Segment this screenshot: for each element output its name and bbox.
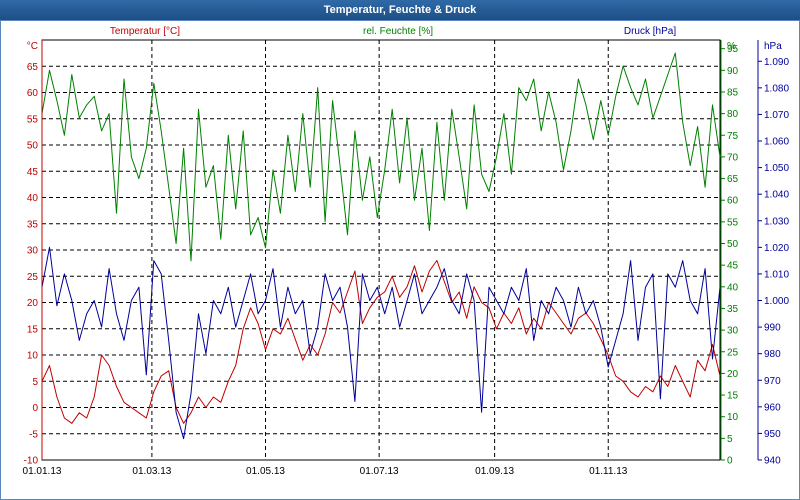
- humidity-tick-label: 40: [727, 282, 739, 293]
- temperature-unit-label: °C: [27, 41, 38, 52]
- temperature-tick-label: -10: [24, 456, 39, 467]
- x-tick-label: 01.09.13: [475, 466, 514, 477]
- series-line-temperature: [41, 260, 721, 424]
- temperature-tick-label: 55: [27, 114, 39, 125]
- humidity-tick-label: 30: [727, 326, 739, 337]
- pressure-tick-label: 940: [764, 456, 781, 467]
- humidity-tick-label: 70: [727, 152, 739, 163]
- legend-temperature: Temperatur [°C]: [110, 26, 180, 37]
- series-group: [41, 52, 721, 440]
- x-tick-label: 01.05.13: [246, 466, 285, 477]
- temperature-tick-label: 45: [27, 167, 39, 178]
- humidity-tick-label: 5: [727, 434, 733, 445]
- humidity-tick-label: 15: [727, 391, 739, 402]
- temperature-tick-label: 0: [32, 403, 38, 414]
- pressure-tick-label: 1.030: [764, 216, 789, 227]
- x-tick-label: 01.07.13: [360, 466, 399, 477]
- pressure-tick-label: 1.040: [764, 190, 789, 201]
- humidity-tick-label: 45: [727, 261, 739, 272]
- pressure-tick-label: 1.020: [764, 243, 789, 254]
- temperature-tick-label: 25: [27, 272, 39, 283]
- temperature-tick-label: -5: [29, 429, 38, 440]
- humidity-tick-label: 90: [727, 66, 739, 77]
- pressure-tick-label: 1.000: [764, 296, 789, 307]
- temperature-tick-label: 65: [27, 62, 39, 73]
- temperature-tick-label: 20: [27, 298, 39, 309]
- temperature-tick-label: 35: [27, 219, 39, 230]
- temperature-tick-label: 5: [32, 377, 38, 388]
- pressure-tick-label: 950: [764, 429, 781, 440]
- pressure-tick-label: 970: [764, 376, 781, 387]
- temperature-tick-label: 15: [27, 324, 39, 335]
- pressure-tick-label: 960: [764, 402, 781, 413]
- pressure-tick-label: 990: [764, 323, 781, 334]
- humidity-tick-label: 0: [727, 456, 733, 467]
- legend-humidity: rel. Feuchte [%]: [363, 26, 433, 37]
- x-tick-label: 01.01.13: [23, 466, 62, 477]
- temperature-tick-label: 40: [27, 193, 39, 204]
- x-tick-label: 01.11.13: [589, 466, 628, 477]
- temperature-tick-label: 60: [27, 88, 39, 99]
- humidity-tick-label: 60: [727, 196, 739, 207]
- temperature-tick-label: 50: [27, 141, 39, 152]
- humidity-tick-label: 75: [727, 131, 739, 142]
- humidity-tick-label: 20: [727, 369, 739, 380]
- window-title: Temperatur, Feuchte & Druck: [0, 0, 800, 20]
- humidity-tick-label: 10: [727, 412, 739, 423]
- pressure-tick-label: 1.010: [764, 269, 789, 280]
- series-line-pressure: [41, 246, 721, 440]
- temperature-tick-label: 10: [27, 351, 39, 362]
- grid: [42, 40, 720, 461]
- pressure-tick-label: 1.070: [764, 110, 789, 121]
- pressure-tick-label: 1.050: [764, 163, 789, 174]
- humidity-tick-label: 80: [727, 109, 739, 120]
- humidity-tick-label: 25: [727, 347, 739, 358]
- humidity-tick-label: 35: [727, 304, 739, 315]
- humidity-tick-label: 65: [727, 174, 739, 185]
- humidity-unit-label: %: [727, 41, 736, 52]
- humidity-tick-label: 50: [727, 239, 739, 250]
- pressure-tick-label: 1.080: [764, 83, 789, 94]
- x-tick-label: 01.03.13: [132, 466, 171, 477]
- pressure-unit-label: hPa: [764, 41, 782, 52]
- pressure-tick-label: 1.090: [764, 57, 789, 68]
- pressure-tick-label: 1.060: [764, 137, 789, 148]
- pressure-tick-label: 980: [764, 349, 781, 360]
- humidity-tick-label: 55: [727, 217, 739, 228]
- series-line-humidity: [41, 52, 721, 262]
- legend-pressure: Druck [hPa]: [624, 26, 676, 37]
- humidity-tick-label: 95: [727, 44, 739, 55]
- humidity-tick-label: 85: [727, 87, 739, 98]
- temperature-tick-label: 30: [27, 246, 39, 257]
